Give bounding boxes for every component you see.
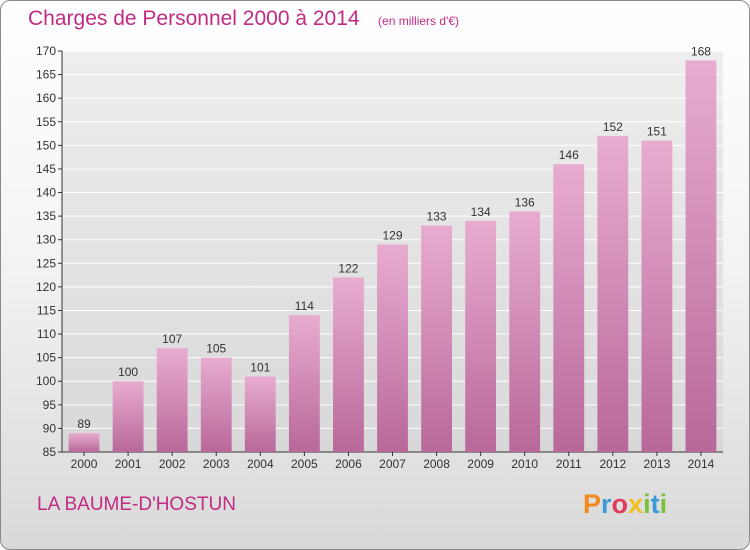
y-tick-label: 165 (36, 68, 56, 82)
data-label: 101 (250, 361, 270, 375)
data-label: 133 (427, 210, 447, 224)
data-label: 134 (471, 205, 491, 219)
bar (200, 357, 232, 452)
logo-letter: t (650, 489, 660, 519)
x-tick-label: 2004 (247, 457, 274, 471)
logo-letter: i (659, 489, 668, 519)
logo-letter: i (643, 489, 651, 519)
title-row: Charges de Personnel 2000 à 2014 (en mil… (28, 7, 459, 31)
bar (421, 225, 452, 452)
proxiti-logo[interactable]: Proxiti (583, 489, 667, 520)
data-label: 122 (338, 261, 358, 275)
logo-letter: r (601, 489, 612, 519)
bar (553, 164, 585, 453)
bar (641, 140, 673, 452)
bar (68, 433, 100, 452)
data-label: 105 (206, 342, 226, 356)
x-tick-label: 2001 (115, 457, 142, 471)
bar (509, 211, 541, 452)
x-tick-label: 2000 (71, 457, 98, 471)
logo-letter: x (628, 489, 644, 519)
logo-letter: P (583, 489, 602, 519)
y-tick-label: 110 (37, 327, 56, 341)
bar (465, 220, 497, 452)
x-tick-label: 2006 (335, 457, 362, 471)
y-tick-label: 100 (36, 374, 56, 388)
data-label: 89 (77, 417, 91, 431)
bar (244, 376, 276, 452)
data-label: 151 (647, 125, 667, 139)
y-tick-label: 115 (37, 303, 56, 317)
data-label: 129 (382, 228, 402, 242)
data-label: 146 (559, 148, 579, 162)
x-tick-label: 2007 (379, 457, 406, 471)
bar (685, 60, 717, 452)
y-tick-label: 120 (36, 280, 56, 294)
bar (597, 135, 629, 452)
commune-name: LA BAUME-D'HOSTUN (37, 494, 236, 515)
y-tick-label: 85 (43, 445, 57, 459)
data-label: 107 (162, 332, 182, 346)
x-tick-label: 2003 (203, 457, 230, 471)
data-label: 100 (118, 365, 138, 379)
data-label: 168 (691, 44, 711, 58)
y-tick-label: 125 (36, 256, 56, 270)
bar (377, 244, 408, 452)
y-tick-label: 105 (36, 351, 56, 365)
x-tick-label: 2010 (511, 457, 538, 471)
bar (333, 277, 364, 452)
x-tick-label: 2011 (556, 457, 582, 471)
bar (156, 348, 188, 452)
data-label: 114 (295, 299, 314, 313)
data-label: 136 (515, 195, 535, 209)
x-tick-label: 2014 (688, 457, 715, 471)
y-tick-label: 155 (36, 115, 56, 129)
y-tick-label: 150 (36, 138, 56, 152)
x-tick-label: 2005 (291, 457, 318, 471)
chart-subtitle: (en milliers d'€) (378, 14, 460, 28)
y-tick-label: 170 (36, 44, 56, 58)
y-tick-label: 145 (36, 162, 56, 176)
bar (288, 315, 320, 452)
y-tick-label: 90 (43, 421, 57, 435)
x-tick-label: 2009 (467, 457, 494, 471)
y-tick-label: 130 (36, 233, 56, 247)
y-tick-label: 140 (36, 186, 56, 200)
x-tick-label: 2008 (423, 457, 450, 471)
y-tick-label: 95 (43, 398, 57, 412)
data-label: 152 (603, 120, 623, 134)
bar (112, 381, 144, 452)
y-tick-label: 135 (36, 209, 56, 223)
chart-title: Charges de Personnel 2000 à 2014 (28, 7, 360, 30)
x-tick-label: 2002 (159, 457, 186, 471)
logo-letter: o (611, 489, 629, 519)
y-tick-label: 160 (36, 91, 56, 105)
x-tick-label: 2013 (644, 457, 671, 471)
x-tick-label: 2012 (599, 457, 626, 471)
